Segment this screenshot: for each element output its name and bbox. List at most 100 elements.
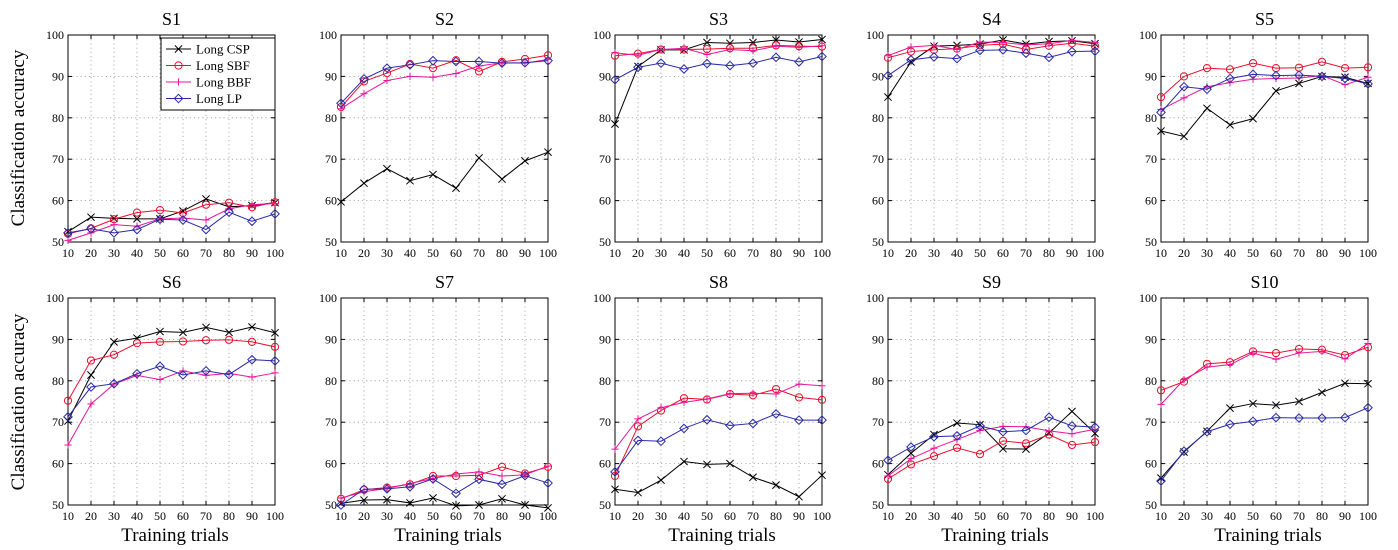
data-point (610, 471, 620, 481)
data-point (63, 227, 73, 238)
legend-item-long-bbf: Long BBF (166, 75, 251, 90)
x-icon (174, 45, 183, 53)
data-point (247, 354, 257, 365)
data-point (818, 382, 826, 390)
x-tick-label: 60 (450, 246, 462, 260)
x-tick-label: 40 (131, 509, 143, 523)
data-point (1272, 86, 1280, 95)
x-tick-label: 60 (177, 246, 189, 260)
y-tick-label: 50 (52, 498, 64, 512)
data-point (155, 206, 165, 215)
data-point (497, 479, 507, 490)
data-point (907, 43, 915, 51)
series-line (340, 466, 549, 500)
data-point (748, 418, 758, 429)
x-axis-label-s8: Training trials (668, 525, 776, 546)
x-tick-label: 60 (724, 509, 736, 523)
data-point (884, 93, 892, 102)
data-point (248, 323, 256, 331)
series-line (1160, 75, 1369, 110)
data-point (110, 221, 118, 229)
data-point (702, 414, 712, 425)
subplot-s10: 50 60 70 80 90 100 10 20 30 40 50 60 70 80 90 100 S10 (1139, 272, 1377, 523)
data-point (452, 470, 460, 478)
data-point (1022, 445, 1030, 454)
y-tick-label: 50 (52, 235, 64, 249)
data-point (337, 105, 345, 113)
x-tick-label: 60 (997, 246, 1009, 260)
series-line (1160, 407, 1369, 482)
subplot-title: S7 (435, 272, 454, 292)
x-tick-label: 90 (246, 509, 258, 523)
data-point (818, 35, 826, 44)
axis-labels: Classification accuracy Classification a… (8, 49, 1322, 546)
x-tick-label: 30 (108, 509, 120, 523)
y-tick-label: 90 (872, 332, 884, 346)
data-point (680, 44, 688, 52)
data-point (132, 208, 142, 217)
series-long-lp (610, 409, 827, 477)
data-point (1045, 427, 1053, 435)
data-point (952, 430, 962, 441)
plus-icon (174, 78, 183, 86)
data-point (1340, 412, 1350, 423)
data-point (953, 45, 961, 54)
subplot-s8: 50 60 70 80 90 100 10 20 30 40 50 60 70 80 90 100 S8 (593, 272, 831, 523)
data-point (1295, 79, 1303, 88)
x-tick-label: 10 (335, 246, 347, 260)
series-long-bbf (64, 367, 279, 449)
data-point (907, 455, 915, 463)
subplot-title: S5 (1255, 9, 1274, 29)
data-point (679, 64, 689, 74)
data-point (1340, 73, 1350, 84)
data-point (634, 415, 642, 423)
data-point (109, 378, 119, 389)
data-point (634, 488, 642, 497)
series-line (1160, 75, 1369, 137)
data-point (929, 431, 939, 442)
data-point (795, 38, 803, 46)
series-line (887, 42, 1096, 59)
y-tick-label: 80 (599, 374, 611, 388)
data-point (1068, 36, 1076, 44)
x-axis-label-s6: Training trials (121, 525, 229, 546)
y-tick-label: 100 (593, 28, 611, 42)
data-point (634, 51, 642, 59)
series-line (67, 198, 276, 233)
x-tick-label: 30 (655, 509, 667, 523)
series-line (887, 49, 1096, 76)
data-point (86, 356, 96, 365)
y-tick-label: 60 (52, 194, 64, 208)
data-point (930, 444, 938, 452)
series-line (1160, 382, 1369, 479)
data-point (1272, 355, 1280, 363)
diamond-icon (173, 93, 184, 104)
data-point (633, 422, 643, 431)
data-point (428, 474, 438, 484)
legend-label: Long BBF (196, 75, 251, 90)
data-point (1179, 72, 1189, 81)
y-tick-label: 90 (325, 332, 337, 346)
data-point (1203, 104, 1211, 113)
data-point (225, 328, 233, 337)
y-tick-label: 90 (599, 69, 611, 83)
plot-frame (614, 297, 823, 506)
data-point (772, 42, 780, 50)
x-tick-label: 30 (1201, 509, 1213, 523)
legend-item-long-sbf: Long SBF (166, 58, 250, 73)
data-point (1179, 81, 1189, 92)
data-point (817, 51, 827, 62)
x-tick-label: 40 (678, 246, 690, 260)
series-long-lp (63, 354, 280, 422)
data-point (201, 365, 211, 376)
data-point (109, 350, 119, 359)
x-tick-label: 90 (1339, 246, 1351, 260)
series-long-lp (1156, 402, 1373, 486)
data-point (611, 120, 619, 128)
series-line (887, 39, 1096, 98)
data-point (336, 500, 346, 510)
data-point (452, 501, 460, 510)
data-point (155, 337, 165, 346)
data-point (1157, 400, 1165, 408)
series-long-sbf (336, 51, 553, 112)
